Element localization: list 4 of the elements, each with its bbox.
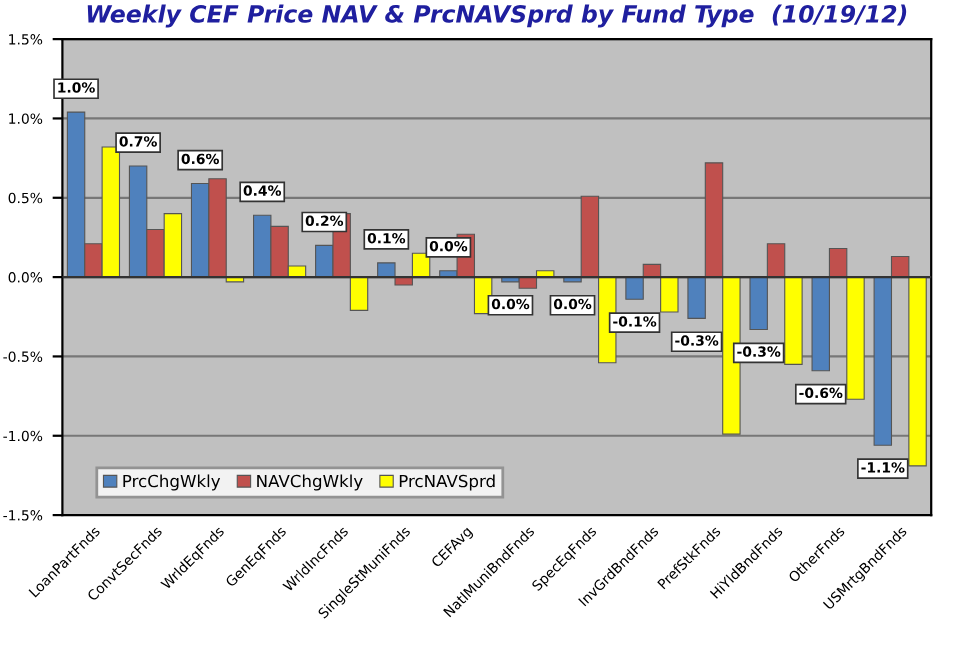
legend-label: PrcNAVSprd	[399, 474, 495, 491]
legend-label: PrcChgWkly	[123, 474, 221, 491]
chart-title: Weekly CEF Price NAV & PrcNAVSprd by Fund Type (10/19/12)	[87, 4, 907, 28]
legend-label: NAVChgWkly	[257, 474, 363, 491]
